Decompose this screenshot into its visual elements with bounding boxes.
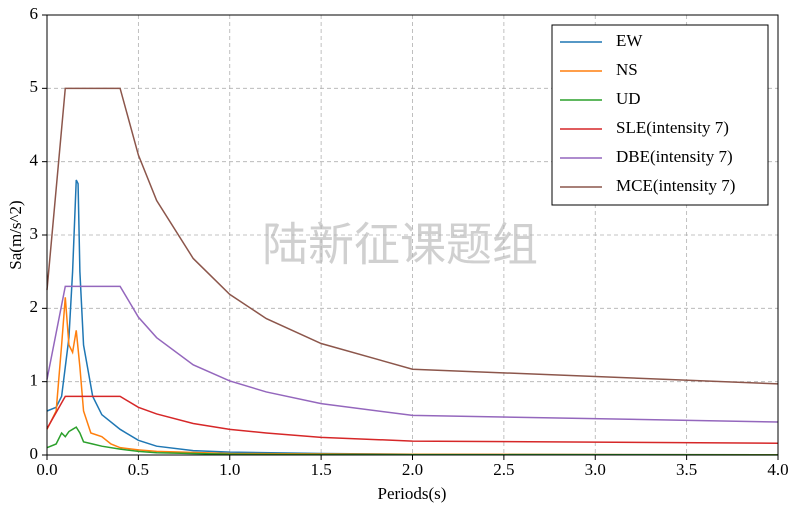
x-tick-label: 3.5 — [676, 460, 697, 479]
plot-frame — [46, 14, 779, 456]
x-tick-label: 1.5 — [311, 460, 332, 479]
y-tick-label: 1 — [30, 371, 39, 390]
series-line — [46, 285, 779, 423]
x-axis-label: Periods(s) — [378, 484, 447, 503]
x-tick-label: 2.0 — [402, 460, 423, 479]
series-line — [46, 395, 779, 445]
series-line — [46, 87, 779, 385]
legend-label: SLE(intensity 7) — [616, 118, 729, 137]
legend-box — [551, 24, 769, 206]
x-tick-label: 3.0 — [585, 460, 606, 479]
y-tick-label: 3 — [30, 224, 39, 243]
y-tick-label: 4 — [30, 151, 39, 170]
watermark: 陆新征课题组 — [262, 220, 538, 271]
y-tick-label: 2 — [30, 297, 39, 316]
series-line — [46, 297, 779, 456]
x-tick-label: 2.5 — [493, 460, 514, 479]
x-tick-label: 4.0 — [767, 460, 788, 479]
legend-label: NS — [616, 60, 638, 79]
y-axis-label: Sa(m/s^2) — [6, 200, 25, 269]
legend-label: MCE(intensity 7) — [616, 176, 735, 195]
x-tick-label: 0.5 — [128, 460, 149, 479]
y-tick-label: 6 — [30, 4, 39, 23]
y-tick-label: 0 — [30, 444, 39, 463]
x-tick-label: 1.0 — [219, 460, 240, 479]
legend-label: DBE(intensity 7) — [616, 147, 733, 166]
legend-label: UD — [616, 89, 641, 108]
x-tick-label: 0.0 — [36, 460, 57, 479]
series-line — [46, 426, 779, 456]
y-tick-label: 5 — [30, 77, 39, 96]
legend-label: EW — [616, 31, 643, 50]
